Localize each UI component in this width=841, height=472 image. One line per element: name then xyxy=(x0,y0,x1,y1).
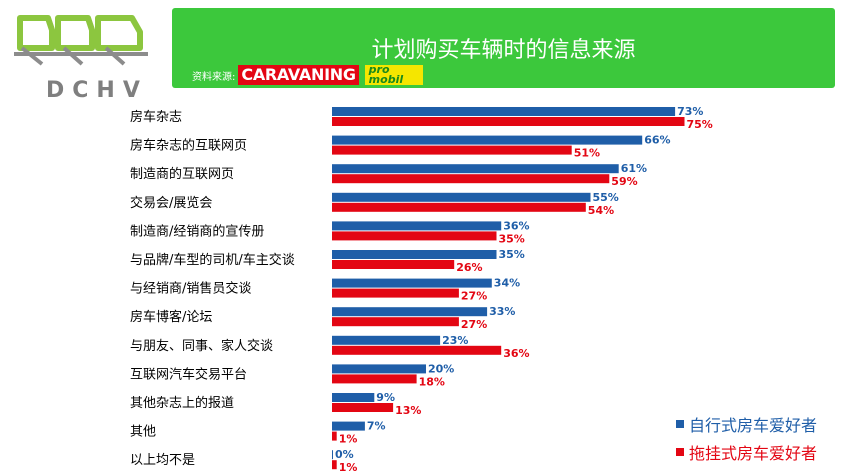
data-label: 36% xyxy=(503,219,529,232)
logo-text: DCHV xyxy=(46,78,148,103)
data-label: 34% xyxy=(494,277,520,290)
bar-self-propelled xyxy=(332,192,591,202)
legend-label: 拖挂式房车爱好者 xyxy=(689,444,818,463)
legend: 自行式房车爱好者 拖挂式房车爱好者 xyxy=(676,410,817,466)
bar-towed xyxy=(332,260,455,269)
dchv-logo: DCHV xyxy=(8,8,158,103)
data-label: 1% xyxy=(339,433,358,446)
data-label: 7% xyxy=(367,420,386,433)
legend-item-self-propelled: 自行式房车爱好者 xyxy=(676,410,817,438)
bar-self-propelled xyxy=(332,307,488,317)
data-label: 51% xyxy=(574,147,600,160)
data-label: 18% xyxy=(419,375,445,388)
data-label: 26% xyxy=(456,261,482,274)
category-label: 房车博客/论坛 xyxy=(130,309,212,325)
legend-swatch-red xyxy=(676,448,684,456)
data-label: 0% xyxy=(335,448,354,461)
category-label: 制造商/经销商的宣传册 xyxy=(130,223,264,239)
caravaning-logo: CARAVANING xyxy=(238,65,359,85)
category-label: 互联网汽车交易平台 xyxy=(130,366,247,382)
bar-self-propelled xyxy=(332,421,365,431)
bar-self-propelled xyxy=(332,450,333,460)
data-label: 1% xyxy=(339,461,358,472)
data-label: 27% xyxy=(461,290,487,303)
category-label: 与品牌/车型的司机/车主交谈 xyxy=(130,252,295,268)
data-label: 13% xyxy=(395,404,421,417)
category-label: 与朋友、同事、家人交谈 xyxy=(130,338,273,354)
bar-self-propelled xyxy=(332,221,502,231)
bar-towed xyxy=(332,431,337,441)
bar-self-propelled xyxy=(332,250,497,259)
bar-towed xyxy=(332,317,459,327)
category-label: 其他杂志上的报道 xyxy=(130,395,234,411)
bar-self-propelled xyxy=(332,335,441,345)
legend-swatch-blue xyxy=(676,420,684,428)
source-attribution: 资料来源: CARAVANING pro mobil xyxy=(192,64,423,85)
data-label: 9% xyxy=(376,391,395,404)
bar-self-propelled xyxy=(332,278,492,288)
promobil-logo: pro mobil xyxy=(364,64,423,85)
bar-towed xyxy=(332,288,459,298)
data-label: 75% xyxy=(687,118,713,131)
data-label: 23% xyxy=(442,334,468,347)
category-label: 交易会/展览会 xyxy=(130,195,212,211)
data-label: 20% xyxy=(428,362,454,375)
data-label: 73% xyxy=(677,105,703,118)
data-label: 36% xyxy=(503,347,529,360)
bar-towed xyxy=(332,231,497,241)
data-label: 66% xyxy=(644,134,670,147)
title-banner: 计划购买车辆时的信息来源 资料来源: CARAVANING pro mobil xyxy=(172,8,835,88)
bar-self-propelled xyxy=(332,393,375,402)
category-label: 其他 xyxy=(130,425,156,440)
category-label: 房车杂志的互联网页 xyxy=(130,138,247,154)
category-label: 与经销商/销售员交谈 xyxy=(130,281,251,297)
vehicle-logo-graphic xyxy=(14,15,148,66)
bar-self-propelled xyxy=(332,135,643,145)
data-label: 35% xyxy=(499,248,525,261)
data-label: 33% xyxy=(489,305,515,318)
legend-label: 自行式房车爱好者 xyxy=(689,416,818,435)
source-label: 资料来源: xyxy=(192,71,236,83)
data-label: 35% xyxy=(499,232,525,245)
category-label: 房车杂志 xyxy=(130,109,182,125)
category-label: 以上均不是 xyxy=(130,453,195,468)
bar-self-propelled xyxy=(332,364,426,374)
bar-towed xyxy=(332,345,502,355)
bar-towed xyxy=(332,145,572,155)
data-label: 61% xyxy=(621,162,647,175)
bar-towed xyxy=(332,403,394,412)
data-label: 27% xyxy=(461,318,487,331)
bar-towed xyxy=(332,174,610,184)
data-label: 59% xyxy=(611,175,637,188)
data-label: 55% xyxy=(593,191,619,204)
category-label: 制造商的互联网页 xyxy=(130,166,234,182)
bar-self-propelled xyxy=(332,107,676,116)
bar-self-propelled xyxy=(332,164,619,174)
bar-towed xyxy=(332,374,417,384)
page-title: 计划购买车辆时的信息来源 xyxy=(371,38,636,63)
bar-towed xyxy=(332,117,685,126)
bar-towed xyxy=(332,202,586,212)
data-label: 54% xyxy=(588,204,614,217)
legend-item-towed: 拖挂式房车爱好者 xyxy=(676,438,817,466)
bar-towed xyxy=(332,460,337,470)
